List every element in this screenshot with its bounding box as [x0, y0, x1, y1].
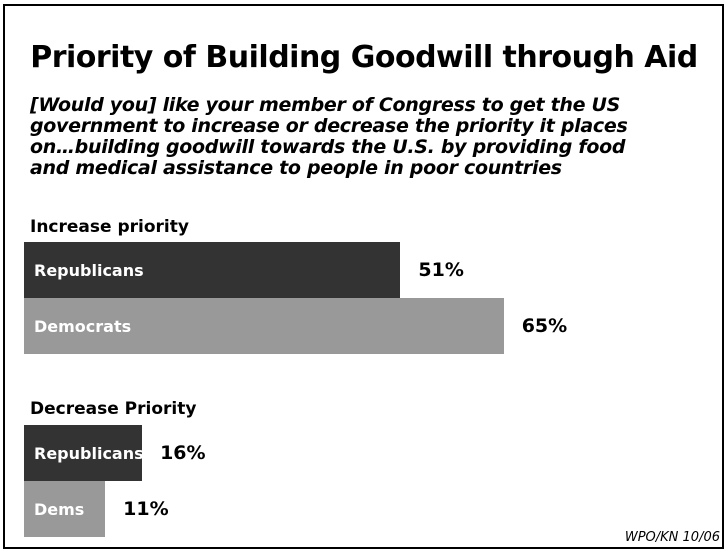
value-increase-democrats: 65%: [521, 315, 568, 337]
subtitle-line: government to increase or decrease the p…: [30, 115, 628, 137]
chart-title: Priority of Building Goodwill through Ai…: [30, 40, 698, 75]
bar-label: Democrats: [34, 316, 132, 336]
value-increase-republicans: 51%: [418, 259, 464, 281]
chart-frame: [3, 4, 724, 549]
bar-decrease-dems: Dems: [24, 481, 106, 537]
subtitle-line: on…building goodwill towards the U.S. by…: [30, 136, 626, 158]
bar-increase-republicans: Republicans: [24, 242, 401, 298]
bar-label: Republicans: [34, 260, 144, 280]
value-decrease-republicans: 16%: [160, 442, 206, 464]
bar-decrease-republicans: Republicans: [24, 425, 144, 481]
source-note: WPO/KN 10/06: [624, 530, 720, 545]
chart-subtitle: [Would you] like your member of Congress…: [30, 95, 700, 179]
subtitle-line: and medical assistance to people in poor…: [30, 157, 562, 179]
bar-label: Dems: [34, 499, 85, 519]
subtitle-line: [Would you] like your member of Congress…: [30, 94, 621, 116]
bar-label: Republicans: [34, 443, 144, 463]
decrease-group-label: Decrease Priority: [30, 399, 197, 419]
increase-group-label: Increase priority: [30, 217, 189, 237]
bar-increase-democrats: Democrats: [24, 298, 504, 354]
value-decrease-dems: 11%: [123, 498, 169, 520]
